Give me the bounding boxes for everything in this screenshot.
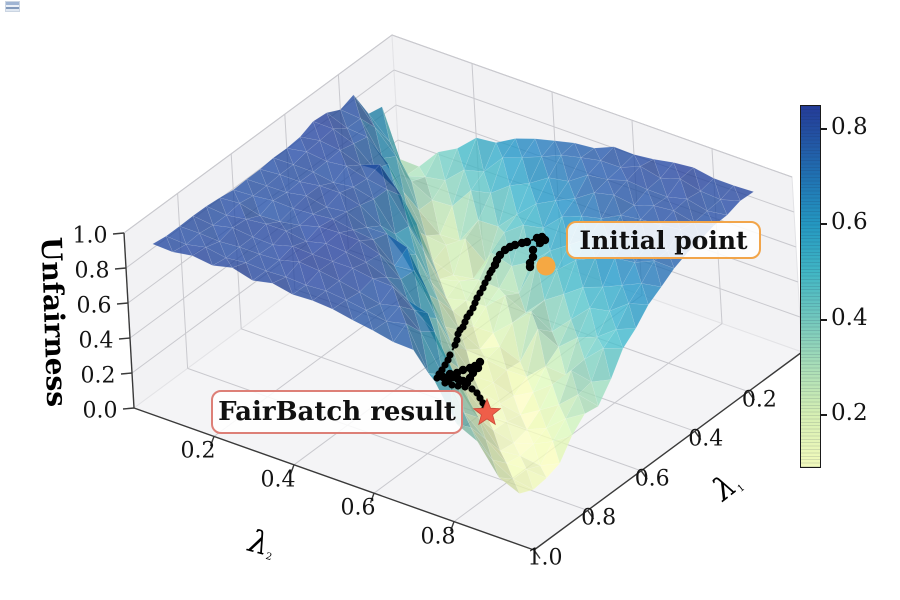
z-axis-tick-label: 1.0	[72, 223, 108, 249]
colorbar-tick-mark	[821, 414, 827, 417]
trajectory-dot	[517, 238, 527, 248]
colorbar-tick-label: 0.8	[831, 113, 868, 140]
z-axis-title-unfairness: Unfairness	[35, 236, 74, 407]
trajectory-dot	[451, 341, 459, 349]
broken-image-icon	[5, 1, 20, 12]
optimization-trajectory	[433, 232, 550, 412]
x-axis-tick-label: 0.6	[340, 495, 376, 521]
y-axis-tick-label: 0.6	[634, 466, 670, 492]
annotation-initial-label: Initial point	[579, 225, 748, 255]
trajectory-dot	[532, 233, 542, 243]
trajectory-dot	[448, 381, 456, 389]
trajectory-dot	[433, 374, 441, 382]
y-axis-tick-label: 1.0	[527, 545, 563, 571]
y-axis-tick-label: 0.2	[741, 387, 777, 413]
trajectory-dot	[528, 252, 538, 262]
annotation-fairbatch-label: FairBatch result	[218, 397, 456, 427]
colorbar-tick-mark	[821, 223, 827, 226]
trajectory-dot	[461, 383, 469, 391]
colorbar-tick-label: 0.6	[831, 209, 868, 236]
trajectory-dot	[458, 365, 468, 375]
y-axis-tick-label: 0.4	[688, 426, 724, 452]
z-axis-tick-label: 0.4	[78, 328, 114, 354]
colorbar-tick-mark	[821, 318, 827, 321]
fairbatch-star-marker	[472, 397, 502, 426]
x-axis-tick-label: 0.8	[420, 524, 456, 550]
trajectory-dot	[441, 379, 449, 387]
trajectory-dot	[454, 382, 462, 390]
colorbar-tick-mark	[821, 127, 827, 130]
x-axis-tick-label: 0.2	[180, 438, 216, 464]
z-axis-tick-label: 0.0	[82, 398, 118, 424]
colorbar-gradient	[800, 105, 821, 468]
colorbar-tick-label: 0.2	[831, 400, 868, 427]
trajectory-dot	[468, 385, 476, 393]
trajectory-dot	[528, 245, 538, 255]
colorbar-tick-label: 0.4	[831, 304, 868, 331]
z-axis-tick-label: 0.2	[80, 363, 116, 389]
z-axis-tick-label: 0.8	[74, 258, 110, 284]
axis-spines	[112, 232, 803, 559]
initial-point-marker	[536, 256, 556, 276]
trajectory-dot	[454, 330, 462, 338]
z-axis-tick-label: 0.6	[76, 293, 112, 319]
annotation-box-fairbatch: FairBatch result	[211, 390, 463, 434]
z-axis-title-text: Unfairness	[34, 236, 74, 408]
x-axis-tick-label: 0.4	[260, 467, 296, 493]
annotation-box-initial: Initial point	[566, 221, 761, 259]
colorbar-contour-stripes	[801, 106, 820, 467]
y-axis-tick-label: 0.8	[581, 505, 617, 531]
